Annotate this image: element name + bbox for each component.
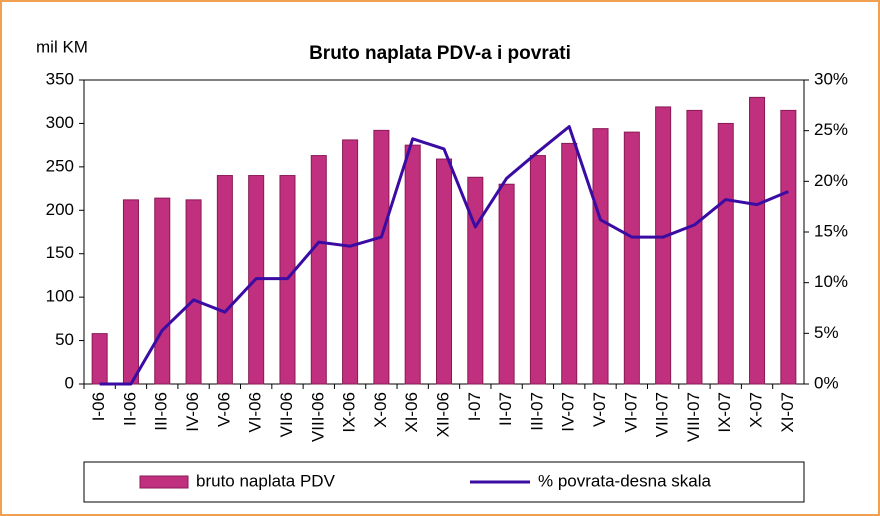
x-tick-label: IX-06 bbox=[340, 392, 359, 433]
x-tick-label: X-06 bbox=[371, 392, 390, 428]
x-tick-label: VIII-06 bbox=[308, 392, 327, 442]
x-tick-label: I-07 bbox=[465, 392, 484, 421]
x-tick-label: IV-07 bbox=[559, 392, 578, 432]
y-tick-label: 350 bbox=[46, 69, 74, 88]
x-tick-label: X-07 bbox=[747, 392, 766, 428]
x-tick-label: VII-07 bbox=[653, 392, 672, 437]
x-tick-label: XII-06 bbox=[433, 392, 452, 437]
x-tick-label: IX-07 bbox=[715, 392, 734, 433]
legend-swatch bbox=[139, 475, 189, 489]
bar bbox=[498, 183, 515, 385]
y-tick-label: 150 bbox=[46, 243, 74, 262]
bar bbox=[717, 122, 734, 385]
chart-title: Bruto naplata PDV-a i povrati bbox=[309, 43, 571, 64]
y-tick-label: 300 bbox=[46, 113, 74, 132]
bar bbox=[310, 155, 327, 385]
y2-tick-label: 30% bbox=[814, 69, 848, 88]
bar bbox=[185, 199, 202, 385]
x-tick-label: III-07 bbox=[527, 392, 546, 431]
legend-box bbox=[83, 461, 805, 503]
bar bbox=[686, 109, 703, 385]
x-tick-label: II-06 bbox=[120, 392, 139, 426]
bar bbox=[404, 144, 421, 385]
y2-tick-label: 25% bbox=[814, 120, 848, 139]
y-tick-label: 0 bbox=[65, 373, 74, 392]
bar bbox=[216, 175, 233, 385]
bar bbox=[373, 129, 390, 385]
bar bbox=[435, 158, 453, 385]
y2-tick-label: 10% bbox=[814, 272, 848, 291]
x-tick-label: V-06 bbox=[214, 392, 233, 427]
x-tick-label: VI-06 bbox=[246, 392, 265, 433]
y2-tick-label: 0% bbox=[814, 373, 839, 392]
x-tick-label: VII-06 bbox=[277, 392, 296, 437]
bar bbox=[91, 333, 108, 385]
x-tick-label: XI-07 bbox=[778, 392, 797, 433]
bar bbox=[592, 128, 609, 385]
y2-tick-label: 15% bbox=[814, 221, 848, 240]
x-tick-label: I-06 bbox=[89, 392, 108, 421]
x-tick-label: XI-06 bbox=[402, 392, 421, 433]
bar bbox=[529, 155, 546, 385]
bar bbox=[342, 139, 359, 385]
legend-label: % povrata-desna skala bbox=[538, 471, 711, 490]
x-tick-label: IV-06 bbox=[183, 392, 202, 432]
y2-tick-label: 5% bbox=[814, 323, 839, 342]
x-tick-label: V-07 bbox=[590, 392, 609, 427]
bar bbox=[467, 176, 484, 385]
legend-label: bruto naplata PDV bbox=[196, 471, 336, 490]
bar bbox=[623, 131, 640, 385]
line bbox=[99, 125, 789, 386]
x-tick-label: VI-07 bbox=[621, 392, 640, 433]
bar bbox=[122, 199, 139, 385]
bar bbox=[749, 96, 766, 385]
y-tick-label: 250 bbox=[46, 156, 74, 175]
y2-tick-label: 20% bbox=[814, 171, 848, 190]
x-tick-label: III-06 bbox=[152, 392, 171, 431]
y-axis-label: mil KM bbox=[36, 37, 88, 56]
y-tick-label: 50 bbox=[55, 330, 74, 349]
bar bbox=[561, 142, 578, 385]
bar bbox=[655, 106, 672, 385]
x-tick-label: VIII-07 bbox=[684, 392, 703, 442]
x-tick-label: II-07 bbox=[496, 392, 515, 426]
bar bbox=[780, 109, 797, 385]
y-tick-label: 200 bbox=[46, 200, 74, 219]
bar bbox=[154, 197, 171, 385]
y-tick-label: 100 bbox=[46, 287, 74, 306]
